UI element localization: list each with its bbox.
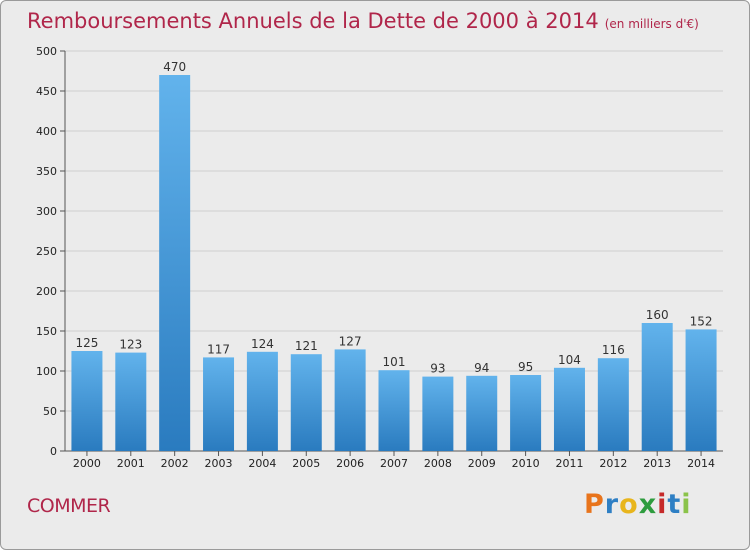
- chart-unit: (en milliers d'€): [604, 17, 699, 31]
- y-tick-label: 500: [36, 45, 57, 58]
- x-tick-label-2007: 2007: [380, 457, 408, 470]
- y-tick-label: 250: [36, 245, 57, 258]
- value-label-2005: 121: [295, 339, 318, 353]
- y-tick-label: 150: [36, 325, 57, 338]
- x-tick-label-2006: 2006: [336, 457, 364, 470]
- value-label-2008: 93: [430, 362, 445, 376]
- x-tick-label-2001: 2001: [117, 457, 145, 470]
- value-label-2009: 94: [474, 361, 489, 375]
- value-label-2000: 125: [75, 336, 98, 350]
- x-tick-label-2009: 2009: [468, 457, 496, 470]
- bar-2002: [159, 75, 191, 451]
- x-tick-labels: 2000 2001 2002 2003 2004 2005 2006 2007 2008 2009…: [73, 451, 715, 470]
- brand-letter: i: [681, 489, 692, 520]
- y-tick-label: 0: [50, 445, 57, 458]
- value-label-2003: 117: [207, 342, 230, 356]
- value-label-2014: 152: [690, 314, 713, 328]
- bars: [71, 75, 717, 451]
- value-label-2001: 123: [119, 338, 142, 352]
- chart-title: Remboursements Annuels de la Dette de 20…: [27, 9, 699, 33]
- bar-2004: [246, 351, 278, 451]
- x-tick-label-2013: 2013: [643, 457, 671, 470]
- brand-letter: x: [638, 489, 658, 520]
- bar-2012: [597, 358, 629, 451]
- y-tick-label: 400: [36, 125, 57, 138]
- y-tick-label: 300: [36, 205, 57, 218]
- bar-2011: [553, 367, 585, 451]
- bar-2013: [641, 323, 673, 451]
- bar-2014: [685, 329, 717, 451]
- x-tick-label-2003: 2003: [205, 457, 233, 470]
- y-tick-labels: 0 50 100 150 200 250 300 350 400 450 500: [36, 45, 57, 458]
- bar-2010: [510, 375, 542, 451]
- brand-letter: r: [604, 489, 620, 520]
- brand-letter: P: [584, 489, 605, 520]
- bar-2009: [466, 375, 498, 451]
- brand-letter: o: [619, 489, 639, 520]
- bar-2005: [290, 354, 322, 451]
- value-label-2002: 470: [163, 60, 186, 74]
- brand-letter: i: [657, 489, 668, 520]
- bar-2001: [115, 352, 147, 451]
- x-tick-label-2014: 2014: [687, 457, 715, 470]
- value-labels: 125 123 470 117 124 121 127 101 93 94 95 104 116 160 1…: [75, 60, 712, 376]
- brand-letter: t: [667, 489, 682, 520]
- y-tick-label: 200: [36, 285, 57, 298]
- value-label-2011: 104: [558, 353, 581, 367]
- value-label-2004: 124: [251, 337, 274, 351]
- bar-2000: [71, 351, 103, 451]
- y-tick-label: 50: [43, 405, 57, 418]
- chart-title-text: Remboursements Annuels de la Dette de 20…: [27, 9, 599, 33]
- value-label-2006: 127: [339, 334, 362, 348]
- value-label-2007: 101: [383, 355, 406, 369]
- x-tick-label-2004: 2004: [248, 457, 276, 470]
- x-tick-label-2011: 2011: [555, 457, 583, 470]
- bar-2008: [422, 376, 454, 451]
- value-label-2013: 160: [646, 308, 669, 322]
- value-label-2012: 116: [602, 343, 625, 357]
- y-tick-label: 450: [36, 85, 57, 98]
- x-tick-label-2012: 2012: [599, 457, 627, 470]
- value-label-2010: 95: [518, 360, 533, 374]
- x-tick-label-2000: 2000: [73, 457, 101, 470]
- y-tick-label: 350: [36, 165, 57, 178]
- x-tick-label-2008: 2008: [424, 457, 452, 470]
- y-tick-label: 100: [36, 365, 57, 378]
- x-tick-label-2005: 2005: [292, 457, 320, 470]
- bar-2007: [378, 370, 410, 451]
- proxiti-logo: Proxiti: [584, 489, 692, 520]
- x-tick-label-2010: 2010: [512, 457, 540, 470]
- bar-2006: [334, 349, 366, 451]
- bar-2003: [203, 357, 235, 451]
- x-tick-label-2002: 2002: [161, 457, 189, 470]
- commune-name: COMMER: [27, 495, 111, 517]
